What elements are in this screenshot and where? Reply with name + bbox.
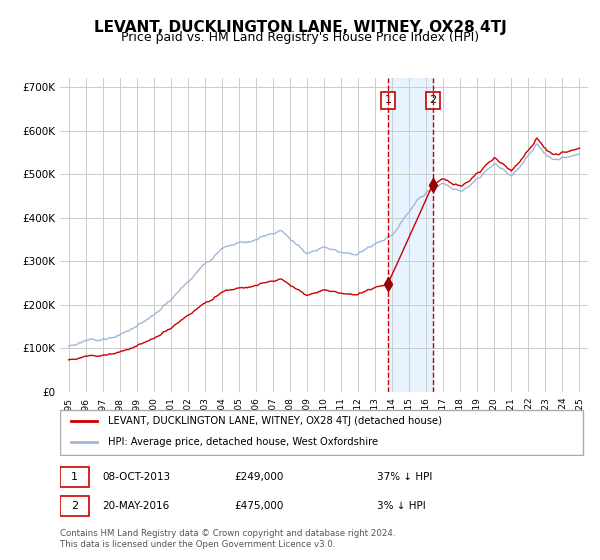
Text: LEVANT, DUCKLINGTON LANE, WITNEY, OX28 4TJ: LEVANT, DUCKLINGTON LANE, WITNEY, OX28 4… <box>94 20 506 35</box>
FancyBboxPatch shape <box>60 466 89 487</box>
Text: Price paid vs. HM Land Registry's House Price Index (HPI): Price paid vs. HM Land Registry's House … <box>121 31 479 44</box>
FancyBboxPatch shape <box>60 410 583 455</box>
Text: 2: 2 <box>429 95 436 105</box>
Text: £249,000: £249,000 <box>234 472 284 482</box>
Text: 1: 1 <box>71 472 78 482</box>
Text: LEVANT, DUCKLINGTON LANE, WITNEY, OX28 4TJ (detached house): LEVANT, DUCKLINGTON LANE, WITNEY, OX28 4… <box>107 416 442 426</box>
FancyBboxPatch shape <box>60 496 89 516</box>
Text: 1: 1 <box>385 95 392 105</box>
Text: £475,000: £475,000 <box>234 501 284 511</box>
Text: Contains HM Land Registry data © Crown copyright and database right 2024.
This d: Contains HM Land Registry data © Crown c… <box>60 529 395 549</box>
Text: 20-MAY-2016: 20-MAY-2016 <box>102 501 169 511</box>
Text: 08-OCT-2013: 08-OCT-2013 <box>102 472 170 482</box>
Text: 37% ↓ HPI: 37% ↓ HPI <box>377 472 432 482</box>
Text: 3% ↓ HPI: 3% ↓ HPI <box>377 501 425 511</box>
Text: HPI: Average price, detached house, West Oxfordshire: HPI: Average price, detached house, West… <box>107 437 377 447</box>
Text: 2: 2 <box>71 501 78 511</box>
Bar <box>388 78 433 392</box>
